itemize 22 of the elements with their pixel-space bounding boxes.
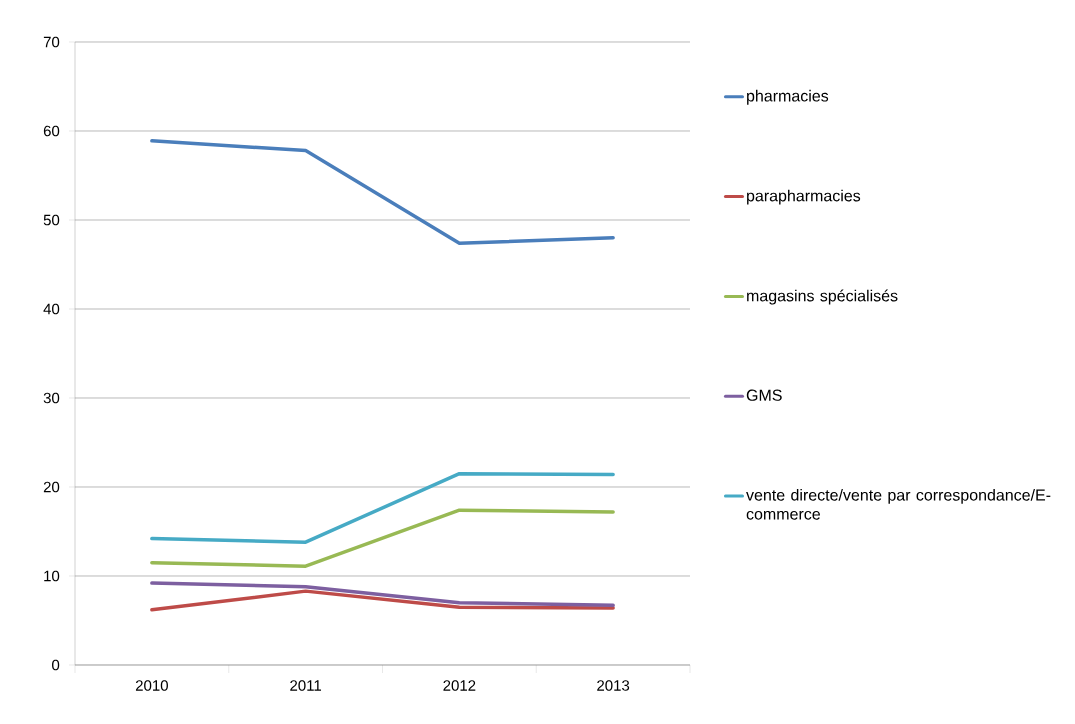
legend-label: GMS [746,389,782,401]
legend-label: parapharmacies [747,189,861,205]
x-tick-label: 2012 [443,680,476,691]
line-series [150,508,615,568]
y-tick-label: 40 [43,303,60,315]
line-series [150,139,615,245]
line-series [150,471,615,544]
legend-label: pharmacies [747,89,829,105]
x-tick-label: 2011 [290,680,322,691]
legend-label: magasins spécialisés [747,289,898,305]
y-tick-label: 30 [43,392,60,404]
y-tick-label: 60 [43,125,60,137]
legend-label: vente directe/vente par correspondance/E-commerce [746,488,1051,520]
line-series [150,581,615,608]
y-tick-label: 10 [44,570,60,582]
y-tick-label: 70 [43,36,60,48]
y-tick-label: 20 [43,481,60,493]
y-tick-label: 0 [52,659,60,671]
x-tick-label: 2010 [135,680,168,691]
x-tick-label: 2013 [597,680,630,691]
y-tick-label: 50 [43,214,60,226]
line-series [150,589,615,612]
